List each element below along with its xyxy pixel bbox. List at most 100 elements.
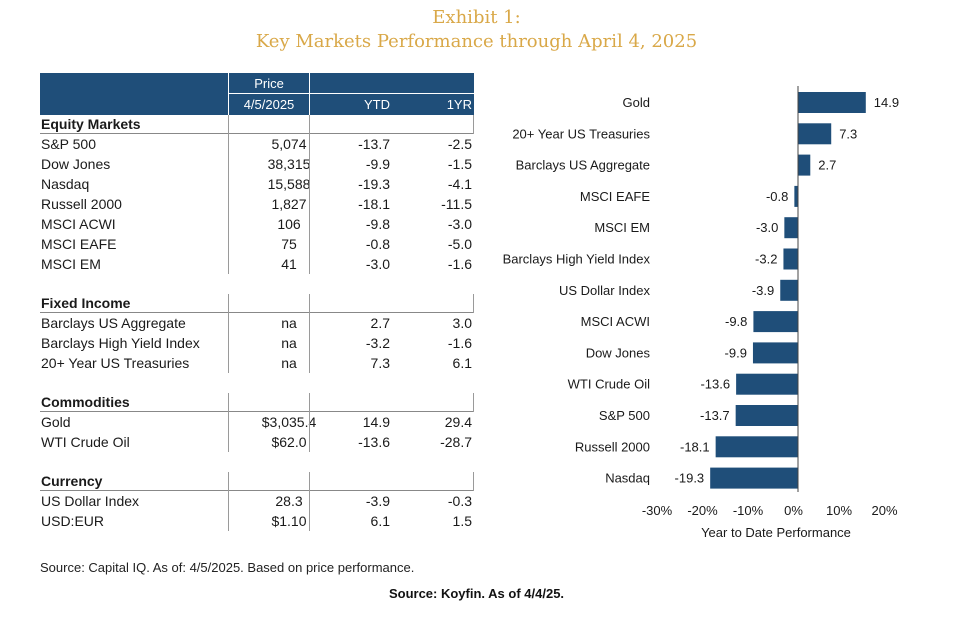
cell-one-yr: -28.7 bbox=[440, 434, 472, 450]
value-label: -3.0 bbox=[756, 220, 778, 235]
cell-name: Barclays High Yield Index bbox=[41, 335, 200, 351]
x-tick-label: -30% bbox=[642, 503, 673, 518]
bar bbox=[794, 185, 798, 207]
table-section: Currency US Dollar Index 28.3 -3.9 -0.3 USD:E… bbox=[40, 472, 474, 531]
section-title: Fixed Income bbox=[40, 294, 474, 313]
cell-price: $3,035.4 bbox=[261, 414, 317, 430]
table-section: Equity Markets S&P 500 5,074 -13.7 -2.5 Dow J… bbox=[40, 115, 474, 274]
cell-ytd: 7.3 bbox=[370, 355, 390, 371]
cell-one-yr: -1.5 bbox=[447, 156, 472, 172]
cell-name: MSCI EAFE bbox=[41, 236, 117, 252]
header-1yr: 1YR bbox=[446, 97, 472, 112]
category-label: Russell 2000 bbox=[575, 439, 650, 454]
table-row: Barclays High Yield Index na -3.2 -1.6 bbox=[40, 333, 474, 353]
cell-ytd: -13.7 bbox=[358, 136, 390, 152]
cell-ytd: -13.6 bbox=[358, 434, 390, 450]
chart-source-note: Source: Koyfin. As of 4/4/25. bbox=[388, 586, 565, 601]
value-label: 7.3 bbox=[839, 126, 857, 141]
header-ytd: YTD bbox=[364, 97, 390, 112]
table-row: MSCI EAFE 75 -0.8 -5.0 bbox=[40, 234, 474, 254]
cell-ytd: -9.8 bbox=[365, 216, 390, 232]
cell-ytd: -9.9 bbox=[365, 156, 390, 172]
bar bbox=[715, 436, 798, 458]
cell-name: USD:EUR bbox=[41, 513, 105, 529]
cell-one-yr: -0.3 bbox=[447, 493, 472, 509]
value-label: -9.8 bbox=[725, 314, 747, 329]
cell-price: 106 bbox=[277, 216, 301, 232]
cell-ytd: 2.7 bbox=[370, 315, 390, 331]
x-tick-label: 0% bbox=[784, 503, 803, 518]
bar bbox=[735, 405, 798, 426]
category-label: Dow Jones bbox=[586, 345, 651, 360]
exhibit-title: Key Markets Performance through April 4,… bbox=[255, 31, 698, 52]
value-label: -0.8 bbox=[766, 189, 788, 204]
table-row: Barclays US Aggregate na 2.7 3.0 bbox=[40, 313, 474, 333]
table-row: Gold $3,035.4 14.9 29.4 bbox=[40, 412, 474, 432]
cell-price: 75 bbox=[281, 236, 297, 252]
category-label: Barclays US Aggregate bbox=[516, 158, 650, 173]
cell-ytd: -0.8 bbox=[365, 236, 390, 252]
cell-price: $1.10 bbox=[271, 513, 307, 529]
cell-one-yr: -5.0 bbox=[447, 236, 472, 252]
bar bbox=[784, 217, 798, 239]
bar bbox=[752, 342, 798, 364]
category-label: 20+ Year US Treasuries bbox=[512, 126, 650, 141]
cell-price: 5,074 bbox=[271, 136, 307, 152]
table-section: Fixed Income Barclays US Aggregate na 2.7 3.… bbox=[40, 294, 474, 373]
value-label: -3.2 bbox=[755, 252, 777, 267]
x-tick-label: 10% bbox=[826, 503, 852, 518]
cell-name: MSCI EM bbox=[41, 256, 101, 272]
category-label: MSCI EAFE bbox=[580, 189, 650, 204]
bar bbox=[736, 373, 798, 395]
value-label: -13.7 bbox=[700, 408, 730, 423]
bar bbox=[798, 92, 866, 113]
cell-one-yr: -1.6 bbox=[447, 256, 472, 272]
cell-name: US Dollar Index bbox=[41, 493, 140, 509]
bar bbox=[798, 123, 832, 145]
value-label: -18.1 bbox=[680, 439, 710, 454]
cell-one-yr: -3.0 bbox=[447, 216, 472, 232]
cell-one-yr: -1.6 bbox=[447, 335, 472, 351]
performance-table: Price 4/5/2025 YTD 1YR Equity Markets S&P… bbox=[40, 73, 474, 531]
table-row: Nasdaq 15,588 -19.3 -4.1 bbox=[40, 174, 474, 194]
table-header: Price 4/5/2025 YTD 1YR bbox=[40, 73, 474, 115]
table-row: S&P 500 5,074 -13.7 -2.5 bbox=[40, 134, 474, 154]
table-row: MSCI ACWI 106 -9.8 -3.0 bbox=[40, 214, 474, 234]
cell-one-yr: 1.5 bbox=[452, 513, 472, 529]
bar bbox=[710, 467, 798, 489]
bar bbox=[798, 154, 811, 176]
table-row: MSCI EM 41 -3.0 -1.6 bbox=[40, 254, 474, 274]
cell-ytd: 6.1 bbox=[370, 513, 390, 529]
table-row: Russell 2000 1,827 -18.1 -11.5 bbox=[40, 194, 474, 214]
header-price: Price bbox=[254, 76, 284, 91]
exhibit-label: Exhibit 1: bbox=[432, 7, 521, 28]
cell-name: MSCI ACWI bbox=[41, 216, 116, 232]
cell-price: 38,315 bbox=[267, 156, 311, 172]
cell-ytd: -19.3 bbox=[358, 176, 390, 192]
category-label: WTI Crude Oil bbox=[568, 377, 650, 392]
table-row: WTI Crude Oil $62.0 -13.6 -28.7 bbox=[40, 432, 474, 452]
bar bbox=[780, 279, 798, 301]
table-row: USD:EUR $1.10 6.1 1.5 bbox=[40, 511, 474, 531]
cell-one-yr: -11.5 bbox=[441, 196, 472, 212]
cell-ytd: -18.1 bbox=[358, 196, 390, 212]
x-tick-label: -10% bbox=[733, 503, 764, 518]
cell-price: 28.3 bbox=[275, 493, 303, 509]
cell-price: na bbox=[281, 355, 297, 371]
cell-one-yr: 29.4 bbox=[444, 414, 472, 430]
value-label: 2.7 bbox=[818, 158, 836, 173]
cell-price: na bbox=[281, 315, 297, 331]
value-label: -13.6 bbox=[700, 377, 730, 392]
cell-one-yr: 6.1 bbox=[452, 355, 472, 371]
cell-name: 20+ Year US Treasuries bbox=[41, 355, 190, 371]
value-label: -19.3 bbox=[675, 471, 705, 486]
table-row: Dow Jones 38,315 -9.9 -1.5 bbox=[40, 154, 474, 174]
cell-one-yr: -4.1 bbox=[447, 176, 472, 192]
cell-price: $62.0 bbox=[271, 434, 307, 450]
value-label: -3.9 bbox=[752, 283, 774, 298]
bar bbox=[753, 311, 798, 333]
cell-name: Dow Jones bbox=[41, 156, 111, 172]
cell-ytd: 14.9 bbox=[362, 414, 390, 430]
cell-ytd: -3.0 bbox=[365, 256, 390, 272]
